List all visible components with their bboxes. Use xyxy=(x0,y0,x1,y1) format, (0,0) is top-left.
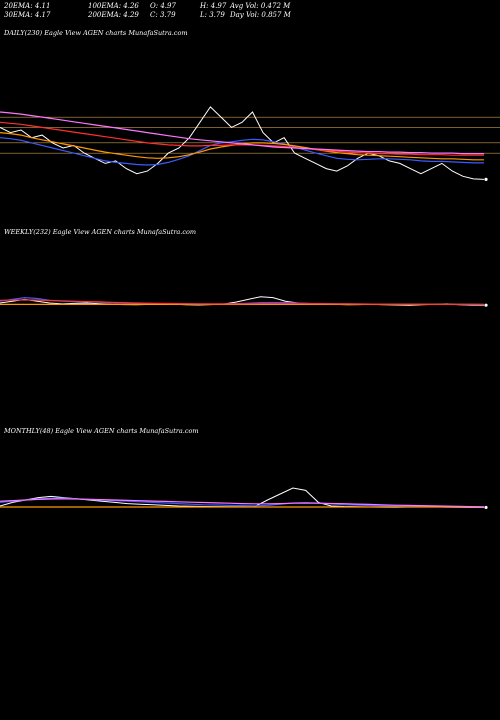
ema30-stat: 30EMA: 4.17 xyxy=(4,11,51,19)
avg-vol-stat: Avg Vol: 0.472 M xyxy=(230,2,291,10)
series-line-0 xyxy=(0,487,485,508)
last-price-marker xyxy=(484,177,488,181)
series-line-3 xyxy=(0,498,485,508)
series-line-3 xyxy=(0,121,484,156)
open-stat: O: 4.97 xyxy=(150,2,176,10)
daily-chart xyxy=(0,106,500,181)
ema20-stat: 20EMA: 4.11 xyxy=(4,2,51,10)
low-stat: L: 3.79 xyxy=(200,11,225,19)
series-line-0 xyxy=(0,106,485,180)
last-price-marker xyxy=(484,505,488,510)
weekly-chart-title: WEEKLY(232) Eagle View AGEN charts Munaf… xyxy=(4,228,197,236)
day-vol-stat: Day Vol: 0.857 M xyxy=(230,11,291,19)
series-line-4 xyxy=(0,111,484,155)
monthly-chart-title: MONTHLY(48) Eagle View AGEN charts Munaf… xyxy=(4,427,199,435)
series-line-1 xyxy=(0,137,484,166)
close-stat: C: 3.79 xyxy=(150,11,176,19)
monthly-chart xyxy=(0,487,488,510)
ema100-stat: 100EMA: 4.26 xyxy=(88,2,139,10)
ema200-stat: 200EMA: 4.29 xyxy=(88,11,139,19)
series-line-3 xyxy=(0,299,484,305)
weekly-chart xyxy=(0,296,488,307)
high-stat: H: 4.97 xyxy=(200,2,227,10)
daily-chart-title: DAILY(230) Eagle View AGEN charts Munafa… xyxy=(4,29,188,37)
last-price-marker xyxy=(484,303,488,307)
series-line-2 xyxy=(0,132,484,161)
series-line-0 xyxy=(0,296,484,306)
